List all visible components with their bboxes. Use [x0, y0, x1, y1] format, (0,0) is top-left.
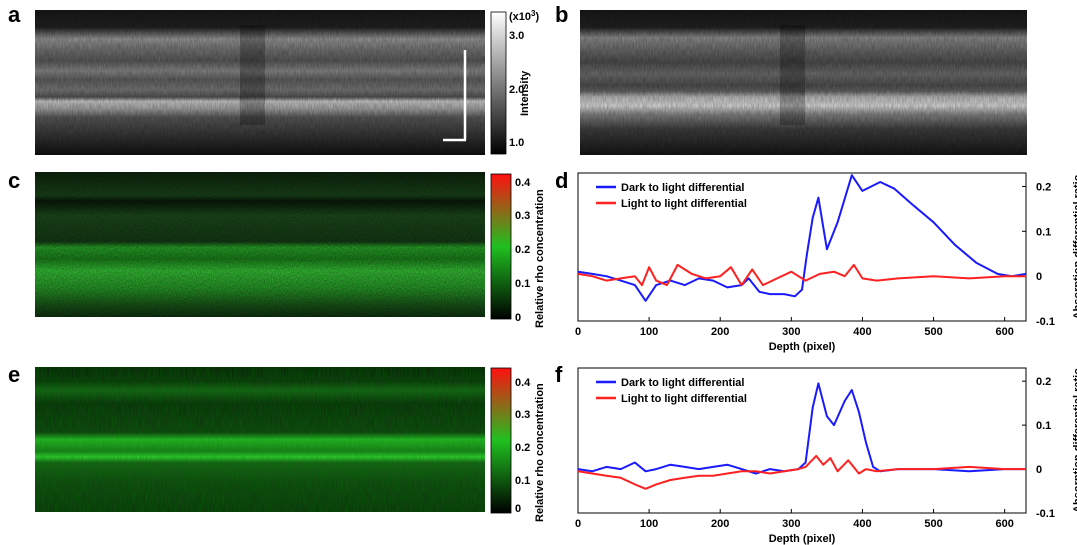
x-tick-label: 300 — [782, 518, 800, 530]
rho-colorbar-label: Relative rho concentration — [534, 383, 546, 522]
y-tick-label: 0.2 — [1036, 376, 1051, 388]
intensity-tick: 1.0 — [509, 137, 524, 149]
x-tick-label: 500 — [924, 326, 942, 338]
x-axis-label: Depth (pixel) — [769, 341, 836, 353]
x-tick-label: 0 — [575, 326, 581, 338]
series-line-2 — [577, 263, 1026, 287]
rho-tick: 0.2 — [515, 442, 530, 454]
x-axis-label: Depth (pixel) — [769, 533, 836, 545]
intensity-label: Intensity — [519, 70, 531, 116]
x-tick-label: 600 — [995, 326, 1013, 338]
x-tick-label: 100 — [640, 326, 658, 338]
panel-label-e: e — [8, 362, 21, 387]
y-tick-label: 0 — [1036, 271, 1042, 283]
rho-map-e — [35, 367, 485, 512]
oct-image-b — [580, 10, 1027, 155]
y-axis-label: Absorption differential ratio — [1072, 174, 1077, 319]
x-tick-label: 400 — [853, 326, 871, 338]
rho-colorbar-c: 0.4 0.3 0.2 0.1 0 Relative rho concentra… — [490, 173, 546, 328]
y-tick-label: 0.1 — [1036, 226, 1051, 238]
x-tick-label: 400 — [853, 518, 871, 530]
y-tick-label: 0.1 — [1036, 420, 1051, 432]
y-axis-label: Absorption differential ratio — [1072, 368, 1077, 513]
rho-tick: 0.4 — [515, 377, 531, 389]
rho-tick: 0 — [515, 312, 521, 324]
legend-label: Dark to light differential — [621, 182, 744, 194]
legend-label: Light to light differential — [621, 198, 747, 210]
x-tick-label: 200 — [711, 326, 729, 338]
oct-image-a — [35, 10, 485, 155]
rho-tick: 0 — [515, 503, 521, 515]
panel-label-c: c — [8, 168, 21, 193]
rho-tick: 0.3 — [515, 409, 530, 421]
x-tick-label: 100 — [640, 518, 658, 530]
panel-label-d: d — [555, 168, 569, 193]
x-tick-label: 0 — [575, 518, 581, 530]
legend-label: Dark to light differential — [621, 377, 744, 389]
chart-f: 0 100 200 300 400 500 600 0.2 0.1 0 -0.1 Depth (pix… — [575, 367, 1077, 545]
rho-colorbar-e: 0.4 0.3 0.2 0.1 0 Relative rho concentra… — [490, 367, 546, 522]
rho-map-c — [35, 172, 485, 317]
y-tick-label: -0.1 — [1036, 508, 1055, 520]
rho-tick: 0.1 — [515, 475, 530, 487]
panel-label-a: a — [8, 2, 21, 27]
x-tick-label: 500 — [924, 518, 942, 530]
rho-tick: 0.2 — [515, 244, 530, 256]
x-tick-label: 600 — [995, 518, 1013, 530]
y-tick-label: -0.1 — [1036, 316, 1055, 328]
series-line-1 — [577, 174, 1027, 302]
intensity-tick: 3.0 — [509, 30, 524, 42]
y-tick-label: 0.2 — [1036, 181, 1051, 193]
intensity-tick: 2.0 — [509, 84, 524, 96]
intensity-colorbar: (x103) 3.0 2.0 1.0 Intensity — [490, 9, 539, 155]
rho-colorbar-label: Relative rho concentration — [534, 189, 546, 328]
panel-label-b: b — [555, 2, 569, 27]
x-tick-label: 300 — [782, 326, 800, 338]
rho-tick: 0.1 — [515, 278, 530, 290]
plot-frame — [577, 172, 1027, 322]
y-tick-label: 0 — [1036, 464, 1042, 476]
series-line-2 — [577, 454, 1026, 490]
x-tick-label: 200 — [711, 518, 729, 530]
rho-tick: 0.4 — [515, 177, 531, 189]
chart-d: 0 100 200 300 400 500 600 0.2 0.1 0 -0.1 Depth (pix… — [575, 172, 1077, 353]
legend-label: Light to light differential — [621, 393, 747, 405]
plot-frame — [577, 367, 1027, 514]
rho-tick: 0.3 — [515, 210, 530, 222]
panel-label-f: f — [555, 362, 563, 387]
intensity-multiplier: (x103) — [509, 9, 539, 23]
